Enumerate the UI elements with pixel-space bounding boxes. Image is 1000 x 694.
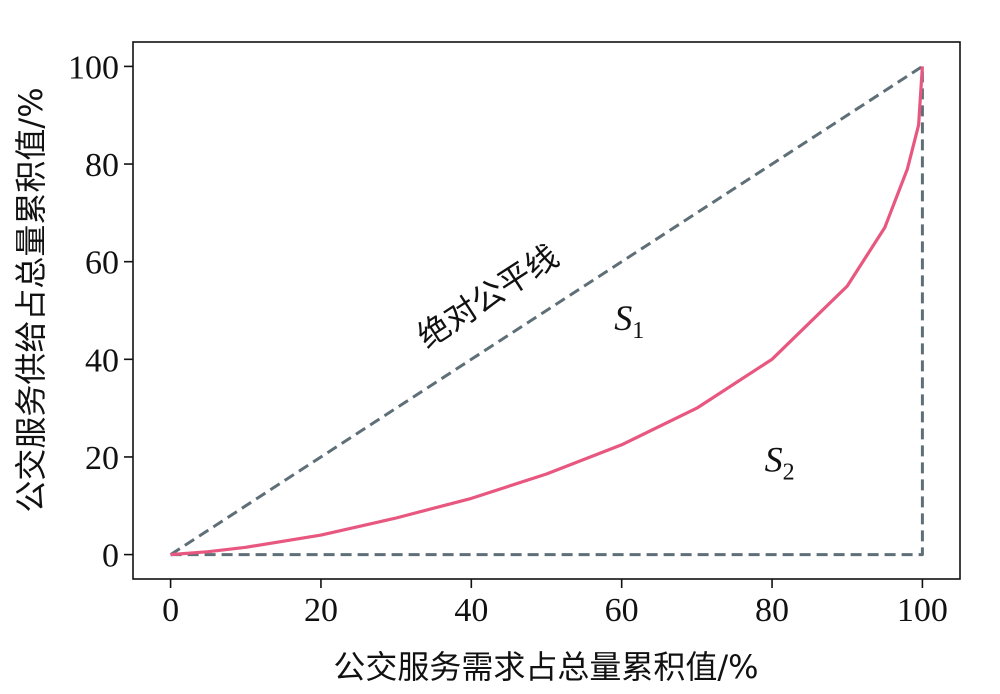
region-label-s2: S2 [765,440,795,486]
y-tick-label: 40 [85,342,119,379]
y-tick-label: 100 [68,49,119,86]
y-tick-label: 60 [85,245,119,282]
region-label-s1: S1 [614,298,644,344]
chart-ticks: 0 20 40 60 80 100 0 20 40 60 80 100 [68,49,948,629]
x-tick-label: 0 [162,592,179,629]
plot-frame [132,41,961,580]
reference-line-1 [170,66,924,557]
x-tick-label: 80 [755,592,789,629]
x-tick-label: 20 [304,592,338,629]
y-tick-label: 80 [85,147,119,184]
x-tick-label: 100 [897,592,948,629]
y-axis-title: 公交服务供给占总量累积值/% [12,87,50,512]
x-tick-label: 40 [454,592,488,629]
lorenz-curve [170,66,924,557]
y-tick-label: 20 [85,440,119,477]
y-tick-label: 0 [102,538,119,575]
x-tick-label: 60 [605,592,639,629]
chart-marks [169,65,924,557]
equality-line-label: 绝对公平线 [410,237,565,356]
x-axis-title: 公交服务需求占总量累积值/% [333,648,758,686]
reference-line-0 [169,65,924,556]
